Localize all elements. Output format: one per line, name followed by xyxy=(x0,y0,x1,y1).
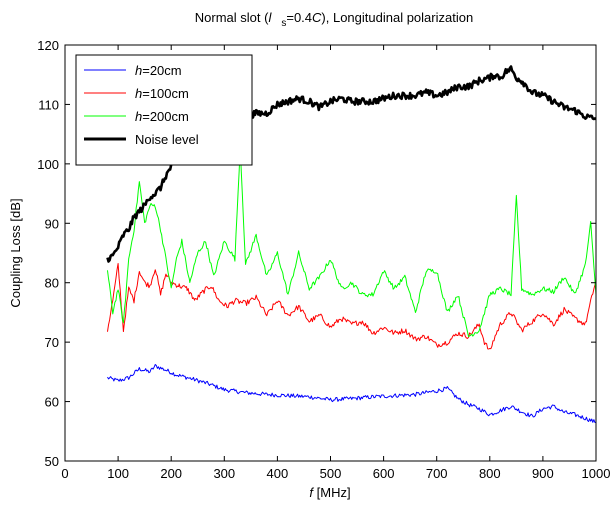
x-tick-label-700: 700 xyxy=(426,466,448,481)
x-axis-label-var: f xyxy=(309,485,314,500)
tick-layer: 0 100 200 300 400 500 600 700 800 900 1000 50 60 70 80… xyxy=(37,38,610,481)
y-tick-label-60: 60 xyxy=(45,395,59,410)
x-tick-label-900: 900 xyxy=(532,466,554,481)
series-line-h-200cm xyxy=(106,145,596,338)
x-tick-label-500: 500 xyxy=(320,466,342,481)
series-line-h-20cm xyxy=(107,363,596,423)
y-tick-label-100: 100 xyxy=(37,157,59,172)
legend-box xyxy=(75,54,253,166)
y-axis-label: Coupling Loss [dB] xyxy=(8,198,23,307)
x-tick-label-400: 400 xyxy=(267,466,289,481)
chart-title: Normal slot (l s=0.4C), Longitudinal pola… xyxy=(195,10,473,29)
legend-label-h200: h=200cm xyxy=(135,109,189,124)
title-sub: s xyxy=(281,18,286,29)
title-c: C xyxy=(312,10,322,25)
x-tick-label-1000: 1000 xyxy=(582,466,611,481)
legend-h100-var: h xyxy=(135,86,142,101)
title-suffix: ), Longitudinal polarization xyxy=(321,10,473,25)
x-axis-label: f [MHz] xyxy=(309,485,350,500)
legend-h20-var: h xyxy=(135,63,142,78)
y-tick-label-110: 110 xyxy=(38,97,59,112)
x-tick-label-100: 100 xyxy=(107,466,129,481)
y-tick-label-90: 90 xyxy=(45,216,59,231)
x-tick-label-300: 300 xyxy=(213,466,235,481)
series-line-h-100cm xyxy=(106,262,596,350)
legend-h100-rest: =100cm xyxy=(142,86,189,101)
legend-label-h100: h=100cm xyxy=(135,86,189,101)
y-tick-label-70: 70 xyxy=(45,335,59,350)
title-mid: =0.4 xyxy=(286,10,312,25)
y-tick-label-80: 80 xyxy=(45,276,59,291)
legend-h200-rest: =200cm xyxy=(142,109,189,124)
x-axis-label-rest: [MHz] xyxy=(313,485,351,500)
legend-h20-rest: =20cm xyxy=(142,63,181,78)
y-tick-label-120: 120 xyxy=(37,38,59,53)
legend-label-h20: h=20cm xyxy=(135,63,182,78)
x-tick-label-800: 800 xyxy=(479,466,501,481)
legend: h=20cm h=100cm h=200cm Noise level xyxy=(75,54,253,166)
y-tick-label-50: 50 xyxy=(45,454,59,469)
title-var: l xyxy=(268,10,272,25)
title-prefix: Normal slot ( xyxy=(195,10,269,25)
x-tick-label-200: 200 xyxy=(160,466,182,481)
x-tick-label-600: 600 xyxy=(373,466,395,481)
legend-h200-var: h xyxy=(135,109,142,124)
legend-label-noise: Noise level xyxy=(135,132,199,147)
x-tick-label-0: 0 xyxy=(61,466,68,481)
